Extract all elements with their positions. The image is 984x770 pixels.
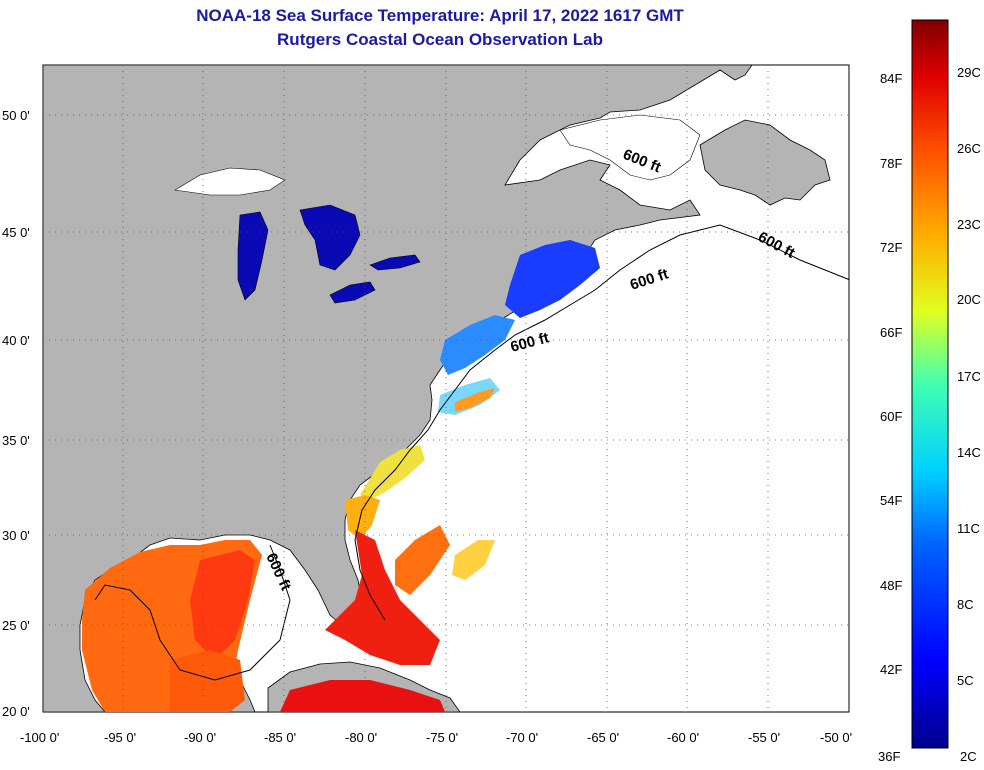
lake-michigan (237, 211, 269, 301)
gulf-st-lawrence (559, 114, 701, 181)
land-newfoundland (699, 119, 831, 206)
lake-superior (174, 167, 286, 196)
sst-mid-atlantic (440, 315, 515, 375)
map-subtitle: Rutgers Coastal Ocean Observation Lab (277, 30, 603, 49)
colorbar-label-f: 66F (880, 325, 902, 340)
lon-tick-label: -90 0' (184, 730, 216, 745)
colorbar-label-f: 36F (878, 749, 900, 764)
colorbar-label-c: 23C (957, 217, 981, 232)
lat-tick-label: 30 0' (2, 528, 30, 543)
sst-gulf-maine (505, 240, 600, 318)
lat-tick-label: 45 0' (2, 225, 30, 240)
lon-tick-label: -55 0' (748, 730, 780, 745)
lon-tick-label: -70 0' (506, 730, 538, 745)
sst-gulf-mexico-hot (190, 550, 255, 660)
colorbar-label-f: 48F (880, 578, 902, 593)
lon-tick-label: -75 0' (426, 730, 458, 745)
sst-loop-current (170, 650, 245, 712)
lon-tick-label: -100 0' (20, 730, 59, 745)
lake-huron (299, 204, 361, 271)
colorbar-label-f: 84F (880, 71, 902, 86)
colorbar-label-c: 26C (957, 141, 981, 156)
lake-ontario (369, 254, 421, 271)
sst-offshore-patch (452, 540, 495, 580)
sst-florida-east (345, 495, 380, 540)
lat-tick-label: 20 0' (2, 704, 30, 719)
colorbar (911, 19, 949, 749)
colorbar-fahrenheit-labels: 84F 78F 72F 66F 60F 54F 48F 42F 36F (878, 71, 902, 764)
colorbar-celsius-labels: 29C 26C 23C 20C 17C 14C 11C 8C 5C 2C (957, 65, 981, 764)
colorbar-label-c: 11C (957, 521, 980, 536)
lat-tick-label: 25 0' (2, 618, 30, 633)
sst-florida-straits (325, 530, 440, 665)
lon-tick-label: -80 0' (345, 730, 377, 745)
lon-tick-label: -85 0' (264, 730, 296, 745)
lon-tick-label: -65 0' (587, 730, 619, 745)
colorbar-label-c: 29C (957, 65, 981, 80)
sst-caribbean (280, 680, 445, 712)
colorbar-label-f: 78F (880, 156, 902, 171)
lat-tick-label: 50 0' (2, 108, 30, 123)
lon-tick-label: -60 0' (667, 730, 699, 745)
latitude-axis: 50 0' 45 0' 40 0' 35 0' 30 0' 25 0' 20 0… (2, 108, 30, 719)
longitude-axis: -100 0' -95 0' -90 0' -85 0' -80 0' -75 … (20, 730, 852, 745)
lon-tick-label: -50 0' (820, 730, 852, 745)
colorbar-label-f: 60F (880, 409, 902, 424)
sst-bahamas-orange (395, 525, 450, 595)
sst-gulfstream-edge (455, 388, 495, 412)
colorbar-label-c: 2C (960, 749, 977, 764)
map-title: NOAA-18 Sea Surface Temperature: April 1… (196, 6, 684, 25)
colorbar-label-c: 17C (957, 369, 981, 384)
lat-tick-label: 35 0' (2, 433, 30, 448)
colorbar-label-c: 8C (957, 597, 974, 612)
colorbar-label-c: 14C (957, 445, 981, 460)
map-gridlines (43, 65, 849, 712)
colorbar-label-f: 54F (880, 493, 902, 508)
lake-erie (329, 281, 376, 304)
lon-tick-label: -95 0' (104, 730, 136, 745)
lat-tick-label: 40 0' (2, 333, 30, 348)
colorbar-label-f: 42F (880, 662, 902, 677)
colorbar-label-c: 20C (957, 292, 981, 307)
colorbar-label-f: 72F (880, 240, 902, 255)
colorbar-label-c: 5C (957, 673, 974, 688)
